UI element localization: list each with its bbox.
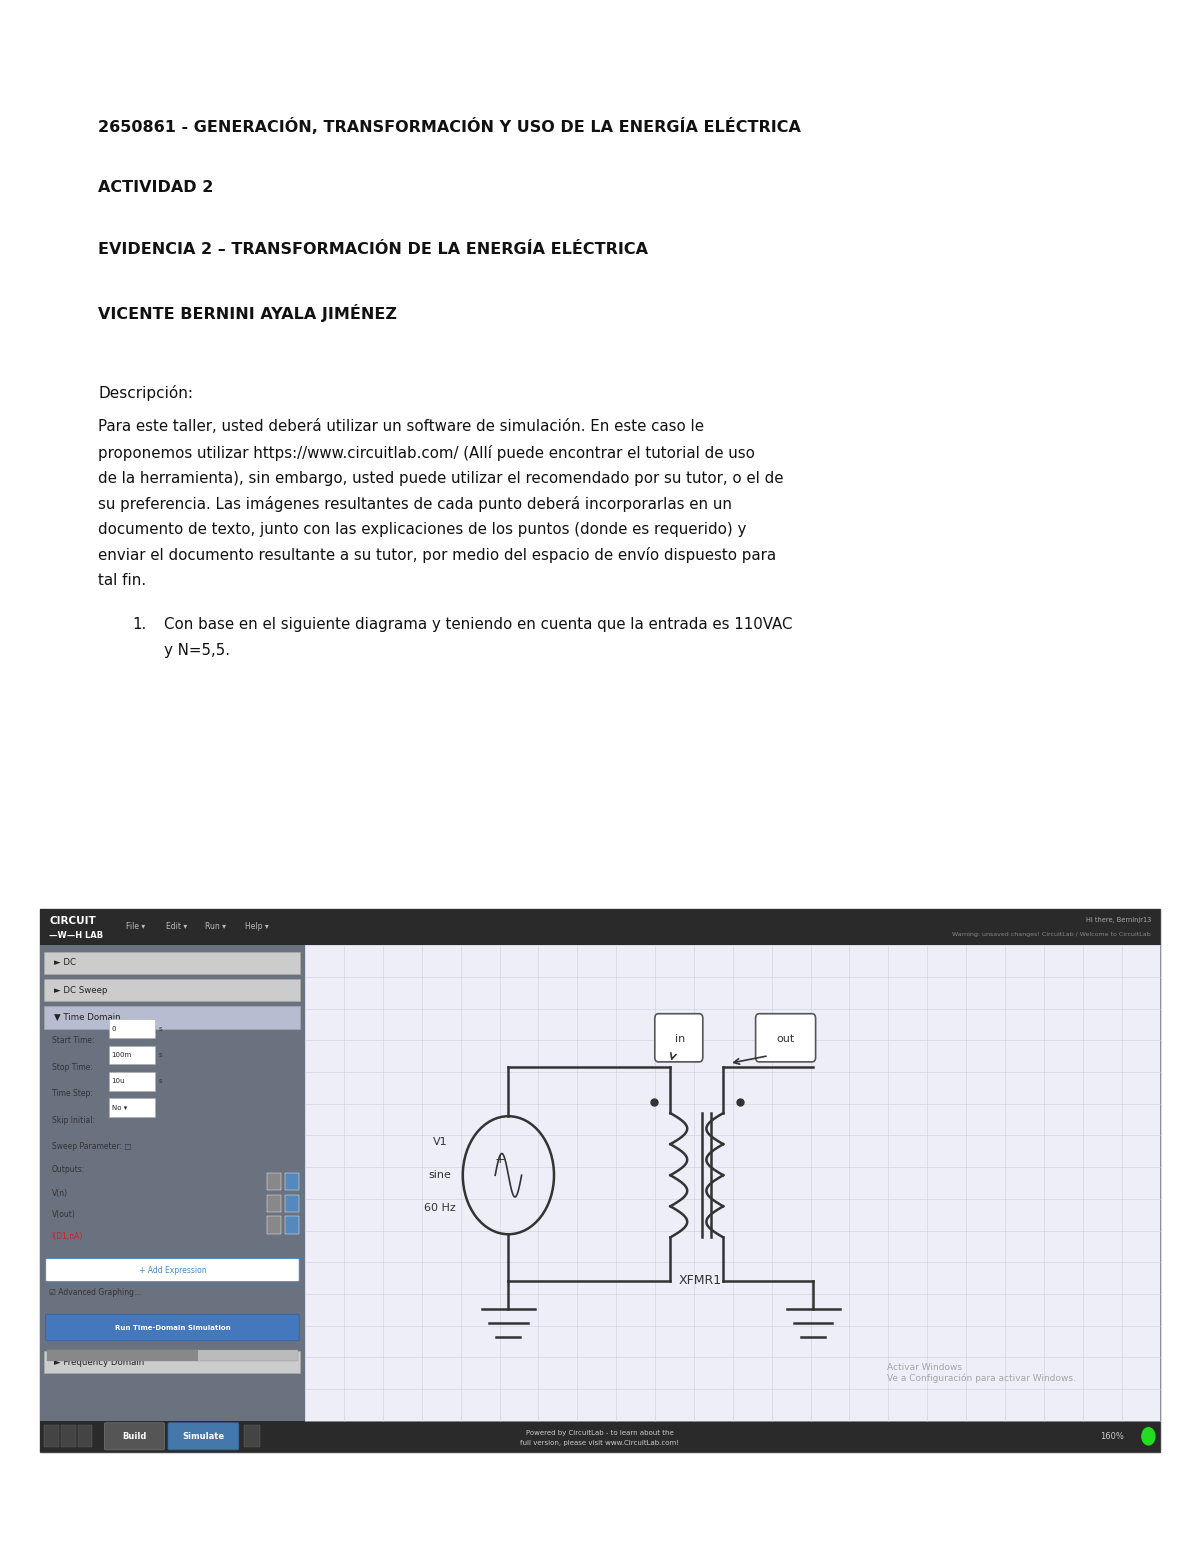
Bar — [305, 946, 1160, 1421]
Text: in: in — [674, 1034, 685, 1044]
Bar — [109, 1045, 155, 1064]
FancyBboxPatch shape — [46, 1314, 299, 1340]
Text: V1: V1 — [433, 1137, 448, 1148]
Text: V(out): V(out) — [52, 1210, 76, 1219]
Bar — [266, 1216, 281, 1233]
Bar — [47, 1350, 198, 1360]
Text: Para este taller, usted deberá utilizar un software de simulación. En este caso : Para este taller, usted deberá utilizar … — [98, 419, 704, 435]
Bar — [109, 1019, 155, 1037]
Bar — [44, 1351, 300, 1373]
Text: ▼ Time Domain: ▼ Time Domain — [54, 1013, 121, 1022]
FancyBboxPatch shape — [756, 1014, 816, 1062]
Text: documento de texto, junto con las explicaciones de los puntos (donde es requerid: documento de texto, junto con las explic… — [98, 522, 746, 537]
Bar — [40, 1421, 1160, 1452]
Text: I(D1,nA): I(D1,nA) — [52, 1232, 83, 1241]
Text: V(n): V(n) — [52, 1188, 67, 1197]
Text: + Add Expression: + Add Expression — [139, 1266, 206, 1275]
Bar — [284, 1173, 299, 1190]
Text: proponemos utilizar https://www.circuitlab.com/ (Allí puede encontrar el tutoria: proponemos utilizar https://www.circuitl… — [98, 446, 755, 461]
Text: out: out — [776, 1034, 794, 1044]
Text: sine: sine — [428, 1171, 451, 1180]
Text: 0: 0 — [112, 1025, 116, 1031]
Bar — [284, 1194, 299, 1211]
Bar — [44, 1006, 300, 1028]
Text: CIRCUIT: CIRCUIT — [49, 916, 96, 927]
Text: Start Time:: Start Time: — [52, 1036, 94, 1045]
Text: de la herramienta), sin embargo, usted puede utilizar el recomendado por su tuto: de la herramienta), sin embargo, usted p… — [98, 471, 784, 486]
Bar — [109, 1072, 155, 1090]
Text: s: s — [158, 1078, 162, 1084]
Text: full version, please visit www.CircuitLab.com!: full version, please visit www.CircuitLa… — [521, 1440, 679, 1446]
Bar — [284, 1216, 299, 1233]
Circle shape — [1141, 1427, 1156, 1446]
Text: Warning: unsaved changes! CircuitLab / Welcome to CircuitLab: Warning: unsaved changes! CircuitLab / W… — [952, 932, 1151, 936]
Text: +: + — [494, 1154, 505, 1166]
Bar — [78, 1426, 92, 1447]
Bar — [40, 909, 1160, 1452]
Bar — [266, 1173, 281, 1190]
Text: 1.: 1. — [132, 617, 146, 632]
Text: Skip Initial:: Skip Initial: — [52, 1115, 95, 1124]
Text: VICENTE BERNINI AYALA JIMÉNEZ: VICENTE BERNINI AYALA JIMÉNEZ — [98, 304, 397, 323]
Text: Run Time-Domain Simulation: Run Time-Domain Simulation — [115, 1325, 230, 1331]
FancyBboxPatch shape — [168, 1423, 239, 1451]
Text: s: s — [158, 1025, 162, 1031]
Text: ☑ Advanced Graphing...: ☑ Advanced Graphing... — [49, 1287, 142, 1297]
FancyBboxPatch shape — [104, 1423, 164, 1451]
Text: Help ▾: Help ▾ — [245, 922, 269, 932]
Bar — [40, 909, 1160, 946]
Text: Hi there, Berninjr13: Hi there, Berninjr13 — [1086, 916, 1151, 922]
Text: tal fin.: tal fin. — [98, 573, 146, 589]
Text: Outputs:: Outputs: — [52, 1165, 85, 1174]
Text: Build: Build — [122, 1432, 146, 1441]
Text: Con base en el siguiente diagrama y teniendo en cuenta que la entrada es 110VAC: Con base en el siguiente diagrama y teni… — [164, 617, 793, 632]
Text: y N=5,5.: y N=5,5. — [164, 643, 230, 658]
Bar — [47, 1350, 298, 1360]
Text: —W—H LAB: —W—H LAB — [49, 930, 103, 940]
Bar — [40, 946, 305, 1421]
Text: Powered by CircuitLab - to learn about the: Powered by CircuitLab - to learn about t… — [526, 1429, 674, 1435]
Text: EVIDENCIA 2 – TRANSFORMACIÓN DE LA ENERGÍA ELÉCTRICA: EVIDENCIA 2 – TRANSFORMACIÓN DE LA ENERG… — [98, 242, 648, 258]
Text: 160%: 160% — [1100, 1432, 1124, 1441]
Text: ► DC: ► DC — [54, 958, 76, 968]
Text: No ▾: No ▾ — [112, 1104, 127, 1110]
Text: 2650861 - GENERACIÓN, TRANSFORMACIÓN Y USO DE LA ENERGÍA ELÉCTRICA: 2650861 - GENERACIÓN, TRANSFORMACIÓN Y U… — [98, 118, 802, 135]
Text: enviar el documento resultante a su tutor, por medio del espacio de envío dispue: enviar el documento resultante a su tuto… — [98, 547, 776, 564]
Bar — [266, 1194, 281, 1211]
Bar — [44, 1426, 59, 1447]
Text: 60 Hz: 60 Hz — [424, 1204, 456, 1213]
Bar — [44, 952, 300, 974]
Bar — [109, 1098, 155, 1117]
Text: Sweep Parameter: □: Sweep Parameter: □ — [52, 1141, 131, 1151]
FancyBboxPatch shape — [655, 1014, 703, 1062]
Text: 10u: 10u — [112, 1078, 125, 1084]
Bar — [61, 1426, 76, 1447]
Text: 100m: 100m — [112, 1051, 132, 1058]
Bar — [244, 1426, 260, 1447]
Text: s: s — [158, 1051, 162, 1058]
Text: Time Step:: Time Step: — [52, 1089, 92, 1098]
Text: Edit ▾: Edit ▾ — [166, 922, 187, 932]
Text: Descripción:: Descripción: — [98, 385, 193, 401]
Text: XFMR1: XFMR1 — [679, 1275, 722, 1287]
Text: su preferencia. Las imágenes resultantes de cada punto deberá incorporarlas en u: su preferencia. Las imágenes resultantes… — [98, 497, 732, 512]
Text: Activar Windows
Ve a Configuración para activar Windows.: Activar Windows Ve a Configuración para … — [887, 1364, 1075, 1384]
Text: ► DC Sweep: ► DC Sweep — [54, 986, 108, 994]
FancyBboxPatch shape — [46, 1258, 299, 1281]
Text: Simulate: Simulate — [182, 1432, 224, 1441]
Bar — [44, 978, 300, 1002]
Text: ► Frequency Domain: ► Frequency Domain — [54, 1357, 144, 1367]
Text: Stop Time:: Stop Time: — [52, 1062, 92, 1072]
Text: ACTIVIDAD 2: ACTIVIDAD 2 — [98, 180, 214, 196]
Text: Run ▾: Run ▾ — [205, 922, 226, 932]
Text: File ▾: File ▾ — [126, 922, 145, 932]
